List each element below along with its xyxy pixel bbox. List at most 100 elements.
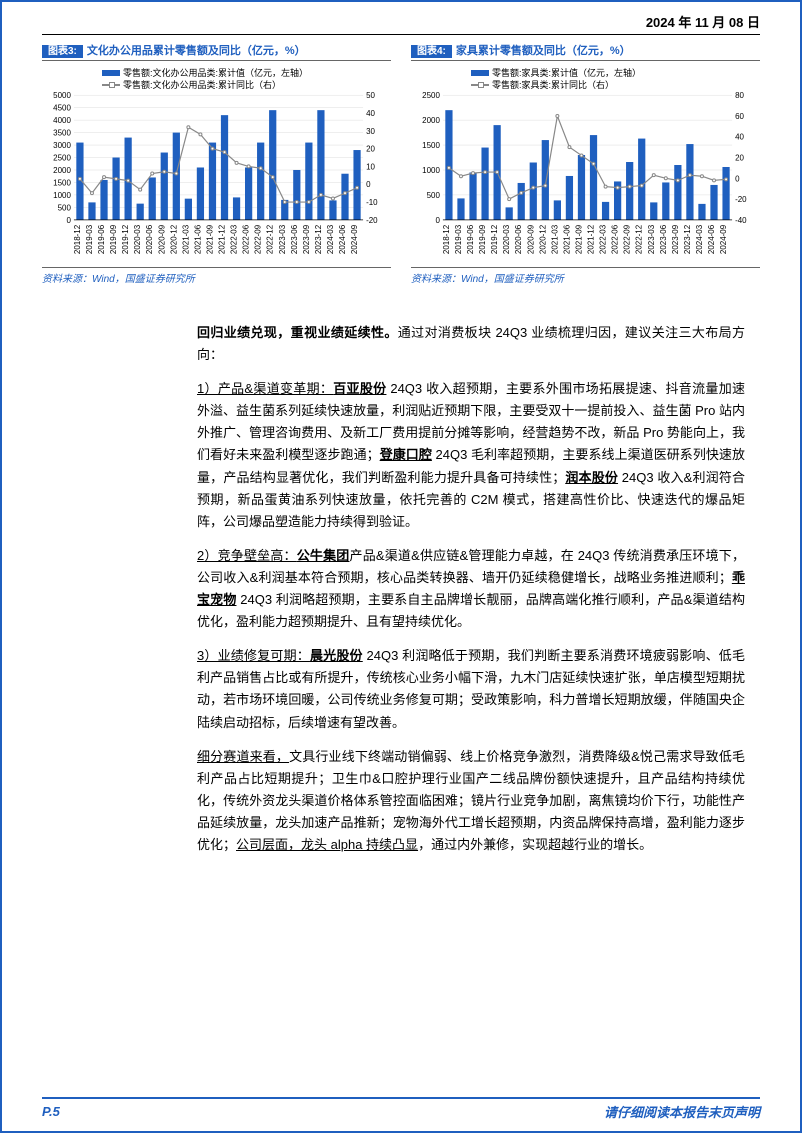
svg-text:1500: 1500 (53, 178, 71, 187)
svg-text:60: 60 (735, 112, 744, 121)
chart-right: 图表4:家具累计零售额及同比（亿元，%） 零售额:家具类:累计值（亿元，左轴） … (411, 42, 760, 285)
p4-u2: 公司层面，龙头 alpha 持续凸显 (236, 837, 418, 852)
svg-text:2023-03: 2023-03 (278, 224, 287, 254)
svg-text:1000: 1000 (422, 166, 440, 175)
svg-text:2000: 2000 (422, 116, 440, 125)
p4-t2: ，通过内外兼修，实现超越行业的增长。 (418, 837, 652, 852)
chart-left-tag: 图表3: (42, 45, 83, 58)
svg-text:-20: -20 (735, 195, 747, 204)
p1-u2: 登康口腔 (380, 447, 432, 462)
legend-line-icon (102, 84, 120, 86)
p4-u1: 细分赛道来看， (197, 749, 289, 764)
svg-text:2022-12: 2022-12 (266, 224, 275, 254)
chart-right-legend-bar: 零售额:家具类:累计值（亿元，左轴） (492, 67, 641, 79)
chart-right-tag: 图表4: (411, 45, 452, 58)
chart-right-canvas: 零售额:家具类:累计值（亿元，左轴） 零售额:家具类:累计同比（右） 05001… (411, 65, 760, 265)
svg-text:2023-09: 2023-09 (302, 224, 311, 254)
svg-text:2020-06: 2020-06 (514, 224, 523, 254)
svg-text:2018-12: 2018-12 (442, 224, 451, 254)
footer-divider (42, 1097, 760, 1099)
p3-u1: 晨光股份 (310, 648, 363, 663)
p2-lead: 2）竞争壁垒高： (197, 548, 297, 563)
header-date: 2024 年 11 月 08 日 (646, 12, 760, 31)
svg-text:1500: 1500 (422, 141, 440, 150)
svg-text:2500: 2500 (422, 91, 440, 100)
svg-text:2024-06: 2024-06 (707, 224, 716, 254)
svg-text:500: 500 (427, 191, 441, 200)
svg-text:3500: 3500 (53, 129, 71, 138)
svg-text:2021-09: 2021-09 (574, 224, 583, 254)
svg-text:2020-12: 2020-12 (169, 224, 178, 254)
svg-text:2023-09: 2023-09 (671, 224, 680, 254)
chart-left-svg: 0500100015002000250030003500400045005000… (42, 65, 391, 265)
svg-text:50: 50 (366, 91, 375, 100)
chart-right-svg: 05001000150020002500-40-200204060802018-… (411, 65, 760, 265)
svg-text:0: 0 (366, 180, 371, 189)
svg-text:10: 10 (366, 162, 375, 171)
svg-text:2022-03: 2022-03 (230, 224, 239, 254)
svg-text:40: 40 (366, 109, 375, 118)
p1-u3: 润本股份 (565, 470, 618, 485)
chart-right-title: 图表4:家具累计零售额及同比（亿元，%） (411, 42, 760, 61)
svg-text:2022-09: 2022-09 (623, 224, 632, 254)
svg-text:2021-03: 2021-03 (550, 224, 559, 254)
chart-left: 图表3: 文化办公用品累计零售额及同比（亿元，%） 零售额:文化办公用品类:累计值… (42, 42, 391, 285)
svg-text:-20: -20 (366, 216, 378, 225)
chart-right-legend: 零售额:家具类:累计值（亿元，左轴） 零售额:家具类:累计同比（右） (471, 67, 641, 91)
charts-row: 图表3: 文化办公用品累计零售额及同比（亿元，%） 零售额:文化办公用品类:累计值… (42, 42, 760, 285)
svg-text:2000: 2000 (53, 166, 71, 175)
footer-disclaimer: 请仔细阅读本报告末页声明 (604, 1102, 760, 1121)
svg-text:0: 0 (735, 174, 740, 183)
svg-text:2019-09: 2019-09 (109, 224, 118, 254)
svg-text:0: 0 (66, 216, 71, 225)
legend-line-icon (471, 84, 489, 86)
chart-right-legend-line: 零售额:家具类:累计同比（右） (492, 79, 614, 91)
svg-text:2020-03: 2020-03 (133, 224, 142, 254)
svg-text:2020-09: 2020-09 (526, 224, 535, 254)
svg-text:2021-03: 2021-03 (181, 224, 190, 254)
svg-text:2020-09: 2020-09 (157, 224, 166, 254)
footer: P.5 请仔细阅读本报告末页声明 (42, 1102, 760, 1121)
legend-bar-icon (471, 70, 489, 76)
p1-lead: 1）产品&渠道变革期： (197, 381, 333, 396)
svg-text:2018-12: 2018-12 (73, 224, 82, 254)
svg-text:2019-06: 2019-06 (97, 224, 106, 254)
svg-text:2021-09: 2021-09 (205, 224, 214, 254)
svg-text:2023-12: 2023-12 (683, 224, 692, 254)
svg-text:5000: 5000 (53, 91, 71, 100)
chart-left-legend: 零售额:文化办公用品类:累计值（亿元，左轴） 零售额:文化办公用品类:累计同比（… (102, 67, 308, 91)
svg-text:2019-03: 2019-03 (454, 224, 463, 254)
chart-right-source: 资料来源：Wind，国盛证券研究所 (411, 267, 760, 285)
chart-left-source: 资料来源：Wind，国盛证券研究所 (42, 267, 391, 285)
svg-text:2020-06: 2020-06 (145, 224, 154, 254)
chart-left-legend-bar: 零售额:文化办公用品类:累计值（亿元，左轴） (123, 67, 308, 79)
svg-text:-40: -40 (735, 216, 747, 225)
svg-text:2021-12: 2021-12 (587, 224, 596, 254)
svg-text:30: 30 (366, 127, 375, 136)
svg-text:2020-12: 2020-12 (538, 224, 547, 254)
p3-lead: 3）业绩修复可期： (197, 648, 310, 663)
svg-text:40: 40 (735, 133, 744, 142)
chart-left-title-text: 文化办公用品累计零售额及同比（亿元，%） (87, 45, 306, 57)
p1-u1: 百亚股份 (333, 381, 386, 396)
intro-bold: 回归业绩兑现，重视业绩延续性。 (197, 325, 398, 340)
para-1: 1）产品&渠道变革期：百亚股份 24Q3 收入超预期，主要系外围市场拓展提速、抖… (197, 378, 745, 533)
svg-text:2024-09: 2024-09 (719, 224, 728, 254)
svg-text:2022-12: 2022-12 (635, 224, 644, 254)
svg-text:20: 20 (366, 145, 375, 154)
svg-text:2023-12: 2023-12 (314, 224, 323, 254)
svg-text:2023-03: 2023-03 (647, 224, 656, 254)
svg-text:2019-12: 2019-12 (490, 224, 499, 254)
svg-text:2500: 2500 (53, 154, 71, 163)
svg-text:500: 500 (58, 203, 72, 212)
svg-text:2024-09: 2024-09 (350, 224, 359, 254)
svg-text:4500: 4500 (53, 104, 71, 113)
intro-para: 回归业绩兑现，重视业绩延续性。通过对消费板块 24Q3 业绩梳理归因，建议关注三… (197, 322, 745, 366)
svg-text:2022-09: 2022-09 (254, 224, 263, 254)
svg-text:2019-12: 2019-12 (121, 224, 130, 254)
p2-u1: 公牛集团 (297, 548, 350, 563)
legend-bar-icon (102, 70, 120, 76)
header-divider (42, 34, 760, 35)
svg-text:4000: 4000 (53, 116, 71, 125)
body-text: 回归业绩兑现，重视业绩延续性。通过对消费板块 24Q3 业绩梳理归因，建议关注三… (197, 322, 745, 868)
